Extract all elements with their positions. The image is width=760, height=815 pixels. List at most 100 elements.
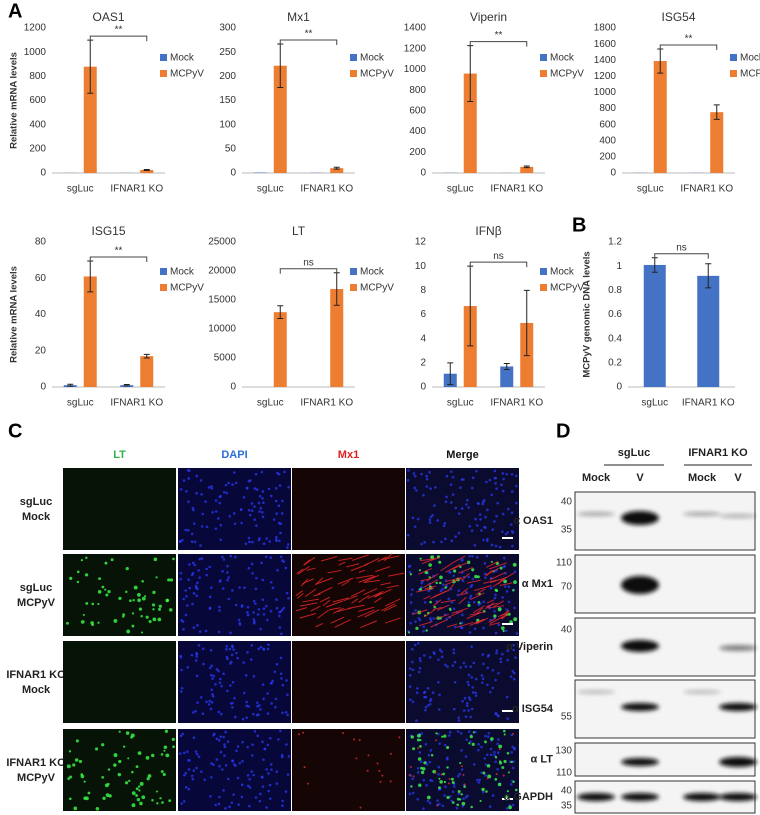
cell	[471, 691, 475, 694]
cell	[425, 763, 429, 766]
cell	[495, 649, 499, 652]
cell	[80, 620, 85, 624]
y-axis-label: MCPyV genomic DNA levels	[582, 251, 593, 377]
cell	[454, 506, 458, 510]
cell	[408, 667, 412, 670]
cell	[511, 745, 515, 749]
cell	[485, 539, 489, 543]
cell	[493, 520, 496, 523]
cell	[265, 806, 268, 809]
cell	[486, 683, 489, 687]
cell	[473, 627, 477, 631]
cell	[444, 663, 447, 667]
legend-swatch	[160, 284, 167, 291]
row-label: sgLuc	[20, 496, 52, 508]
cell	[407, 565, 411, 568]
cell	[476, 502, 480, 505]
cell	[464, 665, 468, 668]
legend-label: Mock	[170, 53, 195, 64]
filament	[500, 610, 510, 620]
cell	[148, 619, 152, 624]
cell	[509, 523, 513, 526]
cell	[287, 755, 291, 758]
cell	[151, 753, 155, 758]
cell	[248, 513, 252, 517]
cell	[513, 570, 517, 574]
cell	[257, 501, 261, 505]
cell	[444, 586, 447, 589]
cell	[425, 485, 429, 488]
cell	[80, 559, 84, 562]
cell	[422, 654, 426, 657]
cell	[469, 585, 473, 588]
cell	[499, 660, 503, 664]
column-header: Merge	[446, 449, 478, 461]
cell	[452, 569, 457, 573]
cell	[480, 745, 483, 749]
cell	[457, 790, 461, 794]
cell	[458, 772, 461, 776]
cell	[425, 783, 428, 787]
cell	[228, 684, 232, 687]
legend-label: Mock	[360, 53, 385, 64]
cell	[113, 618, 118, 623]
cell	[123, 745, 126, 748]
cell	[194, 659, 198, 662]
cell	[511, 803, 515, 807]
cell	[251, 540, 254, 544]
filament	[303, 556, 316, 566]
y-tick-label: 1400	[594, 55, 617, 66]
band	[683, 512, 721, 516]
cell	[499, 657, 502, 661]
cell	[287, 485, 290, 489]
cell	[481, 790, 485, 794]
cell	[477, 781, 481, 784]
cell	[201, 512, 205, 516]
cell	[228, 805, 231, 809]
cell	[110, 558, 114, 562]
bar	[330, 288, 344, 387]
cell	[196, 624, 199, 627]
cell	[439, 581, 442, 585]
filament	[381, 603, 396, 612]
cell	[453, 660, 457, 664]
filament	[388, 572, 405, 577]
cell	[211, 693, 214, 696]
cell	[184, 528, 188, 532]
cell	[250, 770, 254, 773]
cell	[411, 516, 415, 520]
error-bar	[277, 305, 284, 320]
cell	[461, 579, 465, 583]
cell	[278, 626, 282, 629]
cell	[459, 732, 463, 735]
filament	[297, 565, 310, 575]
cell	[227, 597, 231, 601]
cell	[140, 631, 144, 634]
group-label: IFNAR1 KO	[688, 447, 748, 459]
cell	[506, 790, 509, 793]
cell	[274, 535, 278, 539]
cell	[415, 691, 419, 695]
cell	[302, 731, 305, 734]
cell	[262, 501, 265, 505]
cell	[494, 760, 497, 764]
y-tick-label: 0	[610, 168, 616, 179]
cell	[195, 594, 199, 598]
cell	[466, 794, 469, 798]
cell	[446, 665, 449, 668]
filament	[295, 607, 307, 612]
cell	[261, 598, 265, 602]
cell	[509, 620, 513, 624]
cell	[233, 696, 236, 700]
band	[621, 758, 659, 766]
y-tick-label: 5000	[214, 353, 237, 364]
filament	[317, 609, 329, 619]
cell	[428, 521, 432, 524]
legend-label: MCPyV	[740, 69, 760, 80]
cell	[491, 686, 495, 690]
y-tick-label: 0.8	[608, 285, 622, 296]
filament	[486, 599, 495, 604]
filament	[306, 567, 316, 571]
cell	[359, 806, 362, 809]
cell	[465, 503, 468, 506]
